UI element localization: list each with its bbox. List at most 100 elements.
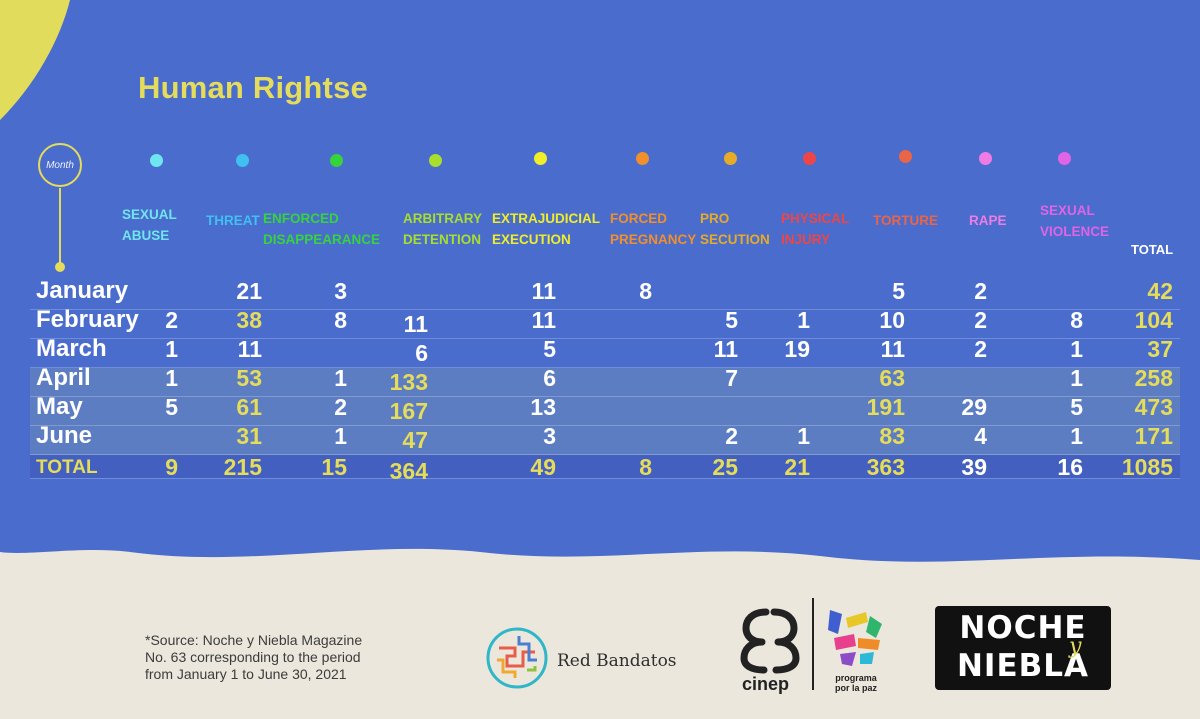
table-cell: 21 <box>236 278 262 304</box>
month-timeline-line <box>59 188 61 266</box>
table-cell: 21 <box>784 454 810 480</box>
category-dot <box>636 152 649 165</box>
table-cell: 11 <box>531 278 556 304</box>
table-cell: 5 <box>1070 394 1083 420</box>
table-cell: 2 <box>334 394 347 420</box>
category-dot <box>724 152 737 165</box>
category-label: EXTRAJUDICIAL EXECUTION <box>492 211 601 247</box>
row-total-cell: 42 <box>1147 278 1173 304</box>
category-label: SEXUAL ABUSE <box>122 207 177 243</box>
table-cell: 5 <box>892 278 905 304</box>
table-cell: 47 <box>402 427 428 453</box>
row-total-cell: 473 <box>1134 394 1173 420</box>
table-cell: 63 <box>879 365 905 391</box>
table-cell: 11 <box>880 336 905 362</box>
table-cell: 15 <box>321 454 347 480</box>
category-dot <box>330 154 343 167</box>
month-label: April <box>36 364 91 391</box>
niebla-word: NIEBLA <box>956 648 1090 684</box>
red-bandatos-name: Red Bandatos <box>557 651 677 671</box>
table-cell: 6 <box>543 365 556 391</box>
category-dot <box>899 150 912 163</box>
programa-line-2: por la paz <box>834 683 877 693</box>
table-cell: 167 <box>389 398 428 424</box>
cinep-name: cinep <box>742 674 790 694</box>
table-cell: 2 <box>725 423 738 449</box>
table-cell: 8 <box>334 307 347 333</box>
cinep-logo-icon <box>740 608 800 674</box>
table-cell: 2 <box>974 278 987 304</box>
table-cell: 3 <box>334 278 347 304</box>
category-dot <box>803 152 816 165</box>
table-cell: 13 <box>530 394 556 420</box>
category-label: PHYSICAL INJURY <box>781 211 850 247</box>
noche-y-niebla-logo: NOCHE NIEBLA y <box>935 606 1111 690</box>
table-cell: 6 <box>415 340 428 366</box>
month-label: January <box>36 277 129 304</box>
table-cell: 11 <box>403 311 428 337</box>
row-divider <box>30 309 1180 310</box>
table-cell: 1 <box>1070 336 1083 362</box>
month-timeline-dot <box>55 262 65 272</box>
table-cell: 11 <box>713 336 738 362</box>
red-bandatos-logo-icon <box>486 627 548 689</box>
programa-por-la-paz-logo-icon <box>828 610 882 666</box>
row-divider <box>30 425 1180 426</box>
row-total-cell: 104 <box>1134 307 1173 333</box>
category-dot <box>534 152 547 165</box>
row-highlight-band <box>30 455 1180 478</box>
category-dot <box>429 154 442 167</box>
row-total-cell: 258 <box>1134 365 1173 391</box>
table-cell: 1 <box>797 307 810 333</box>
category-label: SEXUAL VIOLENCE <box>1040 203 1110 239</box>
table-cell: 83 <box>879 423 905 449</box>
table-cell: 8 <box>1070 307 1083 333</box>
table-cell: 7 <box>725 365 738 391</box>
row-divider <box>30 367 1180 368</box>
table-cell: 31 <box>236 423 262 449</box>
table-cell: 133 <box>389 369 428 395</box>
month-label: May <box>36 393 83 420</box>
table-cell: 11 <box>531 307 556 333</box>
table-cell: 1 <box>165 365 178 391</box>
row-highlight-band <box>30 368 1180 455</box>
table-cell: 29 <box>961 394 987 420</box>
table-cell: 364 <box>389 458 428 484</box>
table-cell: 2 <box>165 307 178 333</box>
table-cell: 3 <box>543 423 556 449</box>
table-cell: 5 <box>543 336 556 362</box>
category-label: RAPE <box>969 213 1007 228</box>
table-cell: 1 <box>1070 423 1083 449</box>
category-label: ARBITRARY DETENTION <box>403 211 482 247</box>
table-cell: 39 <box>961 454 987 480</box>
row-total-cell: 171 <box>1134 423 1173 449</box>
row-total-cell: 37 <box>1147 336 1173 362</box>
table-cell: 16 <box>1057 454 1083 480</box>
table-cell: 5 <box>725 307 738 333</box>
total-column-header: TOTAL <box>1131 242 1174 257</box>
table-cell: 19 <box>784 336 810 362</box>
month-label: June <box>36 422 93 449</box>
row-divider <box>30 338 1180 339</box>
table-cell: 2 <box>974 336 987 362</box>
table-cell: 49 <box>530 454 556 480</box>
table-cell: 1 <box>797 423 810 449</box>
table-cell: 8 <box>639 454 652 480</box>
table-cell: 53 <box>236 365 262 391</box>
programa-por-la-paz-name: programa por la paz <box>826 673 886 693</box>
category-label: PRO SECUTION <box>700 211 770 247</box>
table-cell: 363 <box>866 454 905 480</box>
logo-divider <box>812 598 814 690</box>
row-divider <box>30 454 1180 455</box>
category-dot <box>236 154 249 167</box>
month-header-label: Month <box>46 159 74 171</box>
table-cell: 2 <box>974 307 987 333</box>
table-cell: 8 <box>639 278 652 304</box>
noche-y-script: y <box>1069 634 1082 659</box>
yellow-corner-accent <box>0 0 70 120</box>
page-title: Human Rightse <box>138 70 368 105</box>
category-label: ENFORCED DISAPPEARANCE <box>263 211 381 247</box>
table-cell: 1 <box>165 336 178 362</box>
table-cell: 191 <box>866 394 905 420</box>
